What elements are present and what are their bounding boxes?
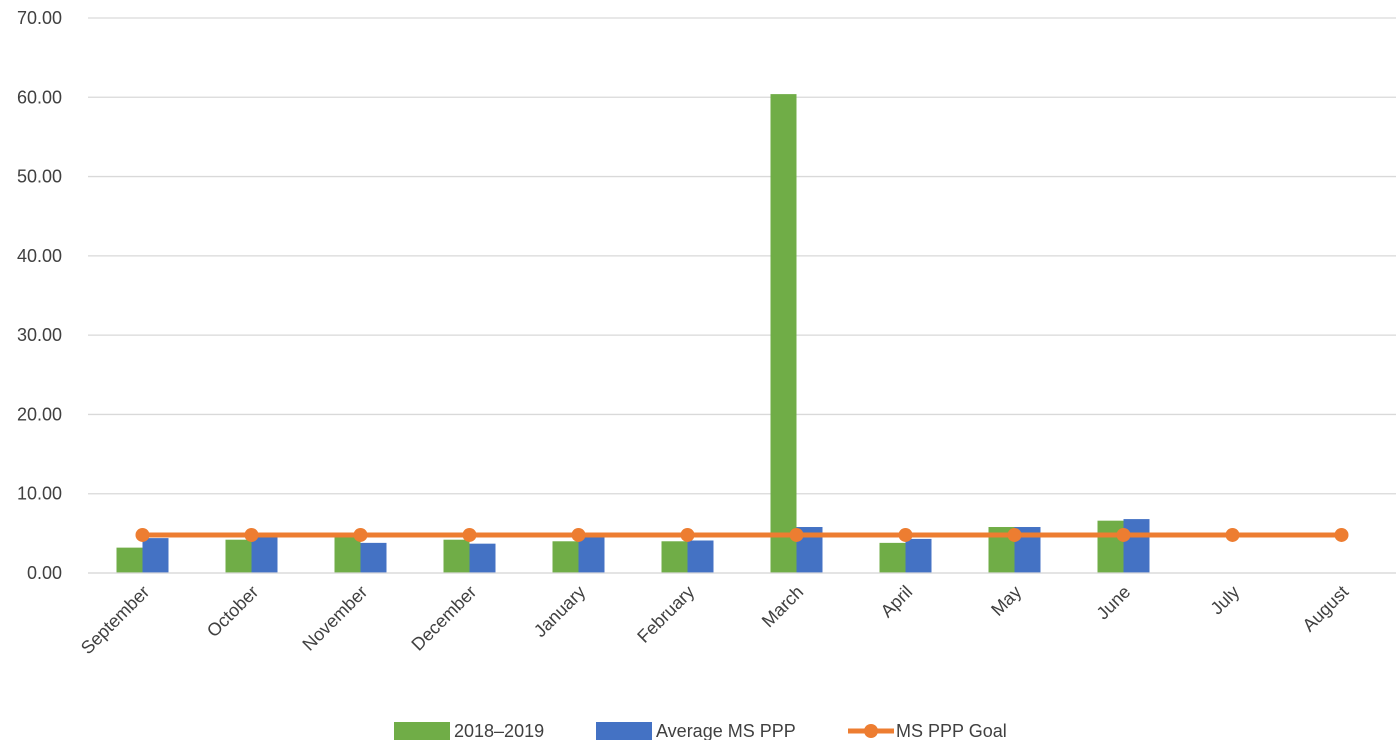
y-tick-label: 50.00 — [17, 167, 62, 187]
legend-label-average-ms-ppp: Average MS PPP — [656, 721, 796, 740]
x-tick-label: March — [758, 582, 808, 632]
y-tick-label: 30.00 — [17, 325, 62, 345]
goal-marker-may — [1007, 527, 1022, 542]
bar-average-ms-ppp-january — [578, 535, 605, 573]
bar-average-ms-ppp-november — [360, 542, 387, 573]
bar-2018-2019-june — [1097, 520, 1124, 573]
x-tick-label: November — [298, 582, 371, 655]
goal-line — [135, 527, 1349, 542]
x-tick-label: January — [530, 582, 589, 641]
goal-marker-august — [1334, 527, 1349, 542]
goal-marker-april — [898, 527, 913, 542]
bar-average-ms-ppp-june — [1123, 519, 1150, 573]
x-tick-label: September — [77, 582, 153, 658]
y-tick-label: 10.00 — [17, 484, 62, 504]
goal-marker-march — [789, 527, 804, 542]
bar-average-ms-ppp-october — [251, 534, 278, 573]
x-tick-label: December — [407, 582, 480, 655]
legend-swatch-2018-2019 — [394, 722, 450, 740]
bar-average-ms-ppp-december — [469, 543, 496, 573]
bar-2018-2019-february — [661, 541, 688, 573]
y-tick-label: 70.00 — [17, 8, 62, 28]
bar-2018-2019-march — [770, 94, 797, 573]
bar-2018-2019-november — [334, 536, 361, 573]
y-tick-label: 0.00 — [27, 563, 62, 583]
y-tick-label: 40.00 — [17, 246, 62, 266]
legend-label-ms-ppp-goal: MS PPP Goal — [896, 721, 1007, 740]
legend-swatch-ms-ppp-goal-marker — [864, 724, 878, 738]
gridlines — [88, 17, 1396, 574]
bar-average-ms-ppp-september — [142, 538, 169, 573]
x-tick-label: February — [633, 582, 698, 647]
x-tick-label: August — [1299, 582, 1353, 636]
y-tick-label: 60.00 — [17, 87, 62, 107]
goal-marker-july — [1225, 527, 1240, 542]
goal-marker-june — [1116, 527, 1131, 542]
bar-2018-2019-october — [225, 539, 252, 573]
goal-marker-october — [244, 527, 259, 542]
x-tick-label: May — [987, 582, 1025, 620]
x-tick-label: June — [1093, 582, 1135, 624]
goal-marker-december — [462, 527, 477, 542]
y-tick-label: 20.00 — [17, 404, 62, 424]
goal-marker-february — [680, 527, 695, 542]
goal-marker-september — [135, 527, 150, 542]
y-axis: 0.00 10.00 20.00 30.00 40.00 50.00 60.00 70.00 — [17, 8, 62, 583]
goal-marker-november — [353, 527, 368, 542]
bar-2018-2019-january — [552, 541, 579, 573]
legend-swatch-average-ms-ppp — [596, 722, 652, 740]
x-tick-label: July — [1207, 582, 1244, 619]
x-axis: September October November December January F… — [77, 572, 1396, 658]
bar-2018-2019-september — [116, 547, 143, 573]
bar-2018-2019-april — [879, 542, 906, 573]
bar-2018-2019-december — [443, 539, 470, 573]
legend-label-2018-2019: 2018–2019 — [454, 721, 544, 740]
bars — [116, 94, 1150, 573]
bar-average-ms-ppp-april — [905, 538, 932, 573]
bar-average-ms-ppp-february — [687, 540, 714, 573]
legend: 2018–2019 Average MS PPP MS PPP Goal — [394, 721, 1007, 740]
x-tick-label: April — [877, 582, 917, 622]
goal-marker-january — [571, 527, 586, 542]
x-tick-label: October — [203, 582, 262, 641]
